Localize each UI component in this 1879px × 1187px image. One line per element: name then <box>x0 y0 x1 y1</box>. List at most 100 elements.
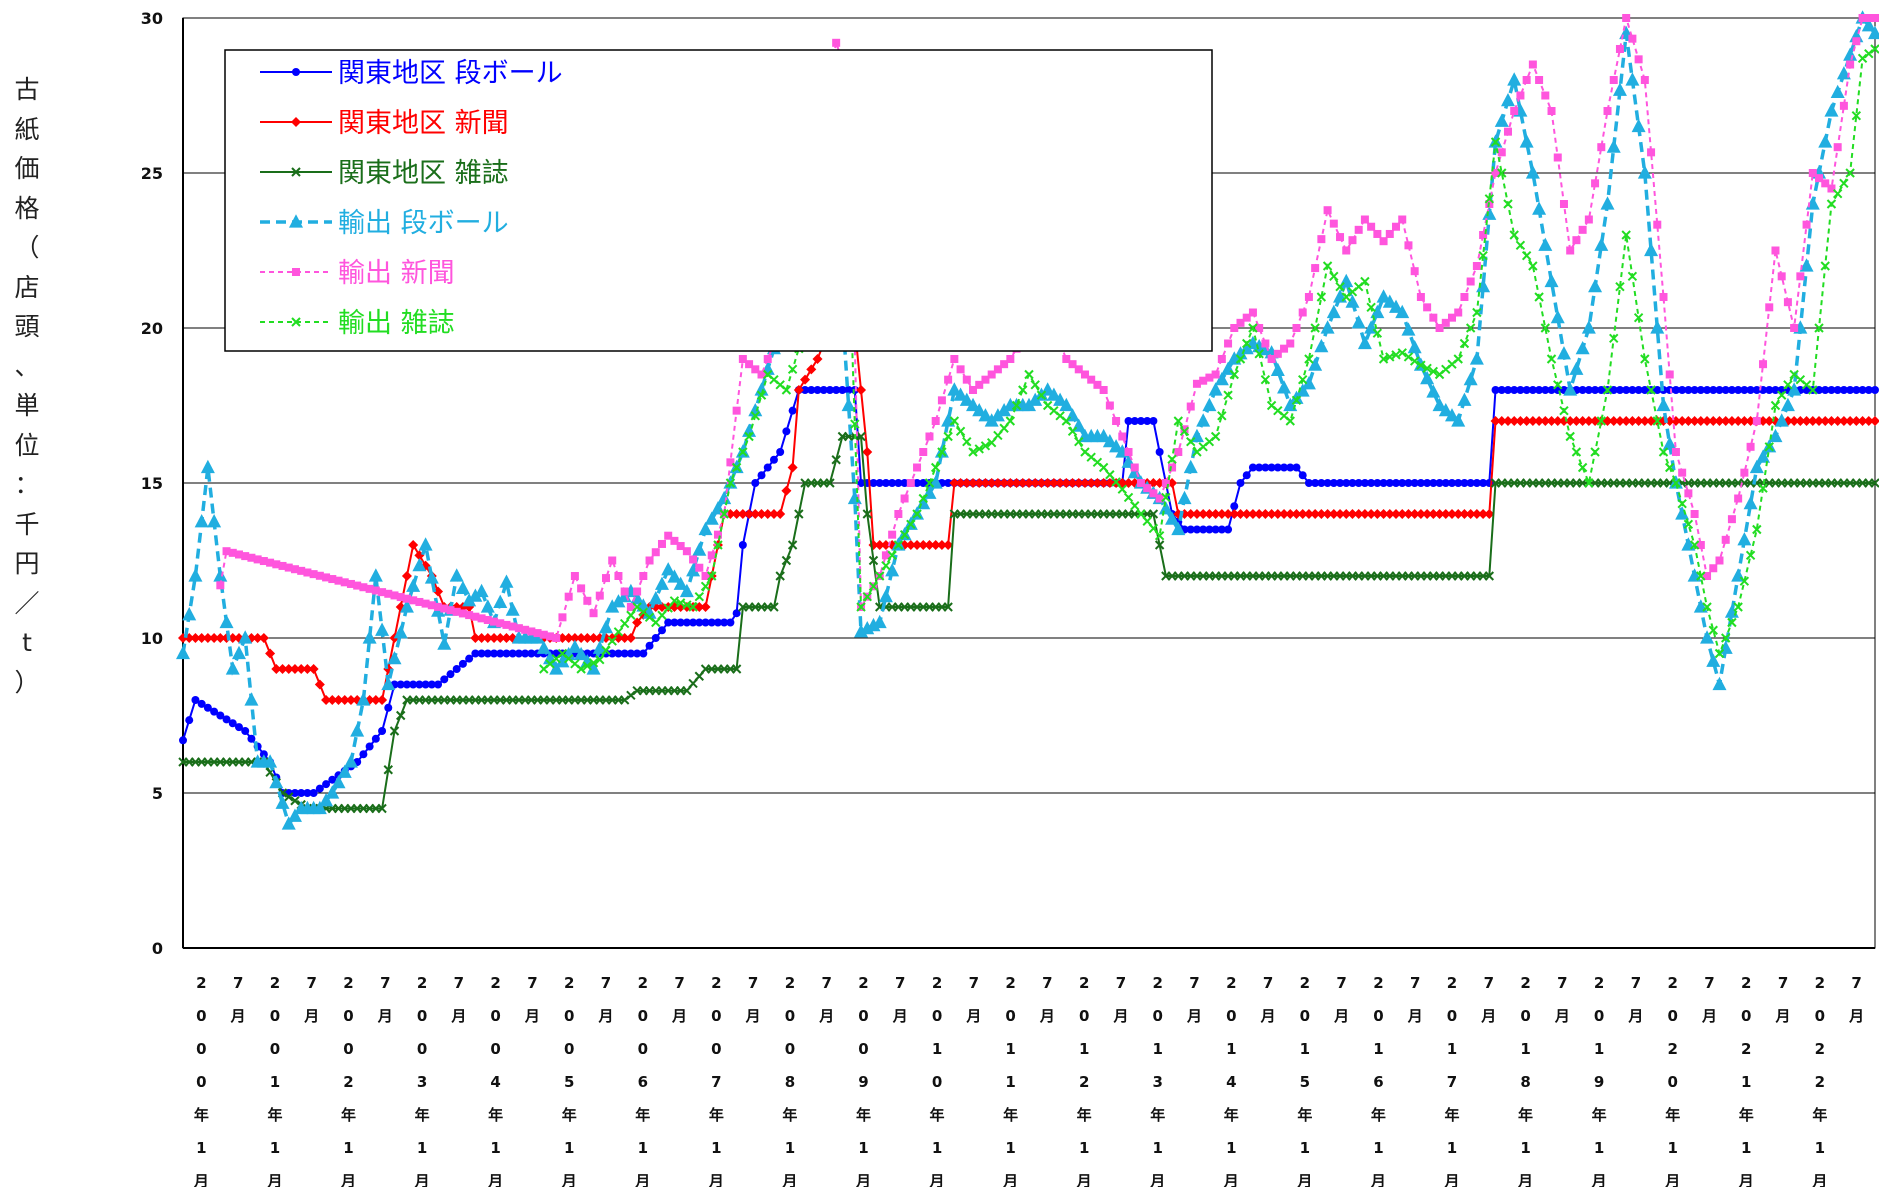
data-point <box>857 479 866 487</box>
svg-text:3: 3 <box>417 1073 427 1091</box>
data-point <box>1821 386 1830 394</box>
data-point <box>701 572 710 580</box>
data-point <box>969 386 978 394</box>
x-tick-label: 2 0 1 7 年 1 月 <box>1443 974 1459 1187</box>
data-point <box>1832 416 1843 426</box>
data-point <box>322 573 331 582</box>
data-point <box>1230 502 1239 511</box>
svg-text:1: 1 <box>270 1073 280 1091</box>
data-point <box>1328 509 1339 519</box>
svg-text:2: 2 <box>785 974 795 992</box>
x-tick-label: 2 0 0 0 年 1 月 <box>193 974 209 1187</box>
svg-text:2: 2 <box>1815 1040 1825 1058</box>
data-point <box>297 789 306 797</box>
data-point <box>793 385 804 395</box>
data-point <box>1583 416 1594 426</box>
data-point <box>675 598 686 608</box>
data-point <box>868 555 879 566</box>
svg-text:月: 月 <box>193 1172 209 1187</box>
data-point <box>266 558 275 567</box>
svg-text:7: 7 <box>1116 974 1126 992</box>
svg-text:1: 1 <box>1741 1139 1751 1157</box>
data-point <box>1403 509 1414 519</box>
svg-text:0: 0 <box>1520 1007 1530 1025</box>
x-tick-label: 7月 <box>1039 974 1055 1025</box>
data-point <box>944 375 953 384</box>
data-point <box>1297 374 1308 385</box>
data-point <box>1838 416 1849 426</box>
data-point <box>1471 509 1482 519</box>
data-point <box>1832 188 1843 199</box>
data-point <box>1198 509 1209 519</box>
svg-text:1: 1 <box>1520 1040 1530 1058</box>
data-point <box>614 572 623 580</box>
svg-text:月: 月 <box>1149 1172 1165 1187</box>
data-point <box>781 555 792 566</box>
y-axis-title: 古紙価格（店頭、単位：千円／ t） <box>14 75 40 697</box>
svg-text:年: 年 <box>930 1106 945 1124</box>
svg-text:7: 7 <box>1189 974 1199 992</box>
data-point <box>216 581 225 590</box>
data-point <box>402 594 411 603</box>
data-point <box>869 479 878 487</box>
data-point <box>1612 82 1627 96</box>
data-point <box>1242 338 1252 349</box>
data-point <box>1689 416 1700 426</box>
data-point <box>1814 323 1824 333</box>
data-point <box>440 675 449 684</box>
data-point <box>1367 222 1376 231</box>
data-point <box>576 633 587 643</box>
data-point <box>1254 509 1265 519</box>
svg-text:7: 7 <box>233 974 243 992</box>
data-point <box>252 633 263 643</box>
data-point <box>1521 416 1532 426</box>
data-point <box>1715 556 1724 565</box>
svg-text:年: 年 <box>1444 1106 1459 1124</box>
svg-text:1: 1 <box>1373 1139 1383 1157</box>
svg-text:1: 1 <box>1226 1139 1236 1157</box>
x-tick-label: 7月 <box>1627 974 1643 1025</box>
x-tick-label: 7月 <box>818 974 834 1025</box>
data-point <box>1192 379 1201 388</box>
data-point <box>1546 354 1557 364</box>
data-point <box>452 607 461 616</box>
data-point <box>943 540 954 550</box>
svg-text:2: 2 <box>1373 974 1383 992</box>
data-point <box>993 430 1003 441</box>
svg-text:7: 7 <box>895 974 905 992</box>
x-tick-label: 2 0 1 9 年 1 月 <box>1591 974 1607 1187</box>
data-point <box>1404 241 1413 250</box>
data-point <box>345 695 356 705</box>
svg-text:月: 月 <box>1701 1007 1717 1025</box>
data-point <box>1708 416 1719 426</box>
data-point <box>1165 511 1180 525</box>
data-point <box>1776 390 1787 400</box>
svg-text:年: 年 <box>782 1106 797 1124</box>
data-point <box>1426 384 1441 398</box>
data-point <box>962 436 972 447</box>
svg-text:月: 月 <box>1002 1172 1018 1187</box>
data-point <box>1373 479 1382 487</box>
data-point <box>1382 294 1397 308</box>
data-point <box>1360 479 1369 487</box>
data-point <box>402 680 411 689</box>
svg-text:0: 0 <box>196 1040 206 1058</box>
legend-marker <box>292 268 300 276</box>
data-point <box>1839 178 1849 189</box>
svg-text:月: 月 <box>1848 1007 1864 1025</box>
data-point <box>953 387 968 401</box>
data-point <box>1864 386 1873 394</box>
data-point <box>679 583 694 598</box>
data-point <box>1360 276 1370 287</box>
x-tick-label: 2 0 2 0 年 1 月 <box>1664 974 1680 1187</box>
data-point <box>1758 483 1768 493</box>
data-point <box>1180 425 1189 434</box>
data-point <box>1348 479 1357 487</box>
data-point <box>1871 386 1879 394</box>
data-point <box>1550 309 1565 324</box>
data-point <box>1136 509 1146 519</box>
svg-text:月: 月 <box>1627 1007 1643 1025</box>
svg-text:年: 年 <box>1812 1106 1827 1124</box>
data-point <box>694 671 705 681</box>
data-point <box>1552 416 1563 426</box>
